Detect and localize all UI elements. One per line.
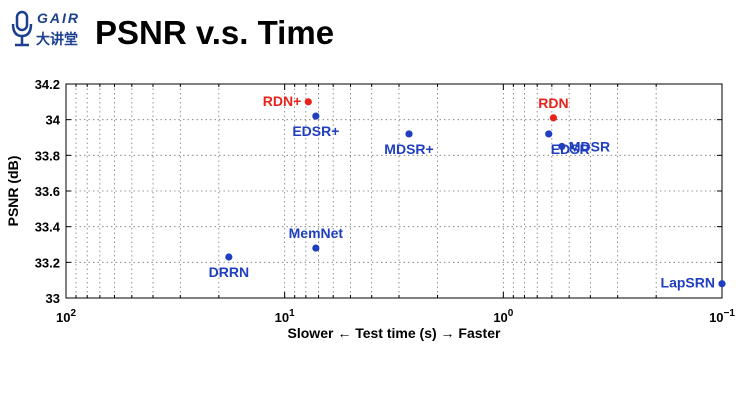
- point-label: MDSR+: [384, 141, 433, 157]
- point-memnet: [312, 244, 320, 252]
- y-tick-label: 33.8: [35, 148, 60, 163]
- y-tick-label: 33.2: [35, 255, 60, 270]
- point-drrn: [225, 253, 233, 261]
- point-label: EDSR+: [292, 123, 339, 139]
- point-rdn: [549, 114, 558, 122]
- slide-title: PSNR v.s. Time: [95, 14, 335, 51]
- axis-ticks: [66, 83, 723, 299]
- logo-brand: GAIR: [37, 10, 80, 26]
- axis-labels: Slower ← Test time (s) → Faster PSNR (dB): [5, 156, 501, 341]
- grid-lines: [66, 83, 723, 299]
- y-tick-label: 33: [46, 291, 60, 306]
- point-label: RDN: [538, 95, 568, 111]
- point-mdsr: [558, 142, 566, 151]
- y-axis-label: PSNR (dB): [5, 156, 21, 227]
- microphone-icon: [11, 10, 33, 47]
- point-lapsrn: [718, 280, 726, 288]
- x-axis-label: Slower ← Test time (s) → Faster: [288, 325, 501, 341]
- logo-subtitle: 大讲堂: [36, 31, 78, 47]
- x-tick-label: 102: [56, 308, 76, 325]
- point-rdn-plus: [304, 98, 312, 106]
- y-tick-label: 34: [46, 113, 61, 128]
- y-tick-label: 33.6: [35, 184, 60, 199]
- point-label: MDSR: [569, 138, 610, 154]
- point-label: LapSRN: [661, 275, 715, 291]
- x-tick-label: 10−1: [709, 308, 735, 325]
- x-tick-label: 100: [493, 308, 513, 325]
- data-points: RDN+EDSR+MDSR+RDNEDSRMDSRMemNetDRRNLapSR…: [209, 93, 726, 291]
- tick-labels: 33 33.2 33.4 33.6 33.8 34 34.2 102 101 100 10−1: [35, 77, 736, 325]
- y-tick-label: 34.2: [35, 77, 60, 92]
- point-edsr-plus: [312, 112, 320, 120]
- point-label: MemNet: [289, 225, 344, 241]
- point-edsr: [545, 130, 553, 138]
- point-label: RDN+: [263, 93, 302, 109]
- point-label: DRRN: [209, 264, 249, 280]
- point-mdsr-plus: [405, 130, 413, 138]
- gair-logo: GAIR 大讲堂: [10, 8, 88, 52]
- plot-frame: [65, 83, 723, 299]
- y-tick-label: 33.4: [35, 220, 61, 235]
- x-tick-label: 101: [275, 308, 295, 325]
